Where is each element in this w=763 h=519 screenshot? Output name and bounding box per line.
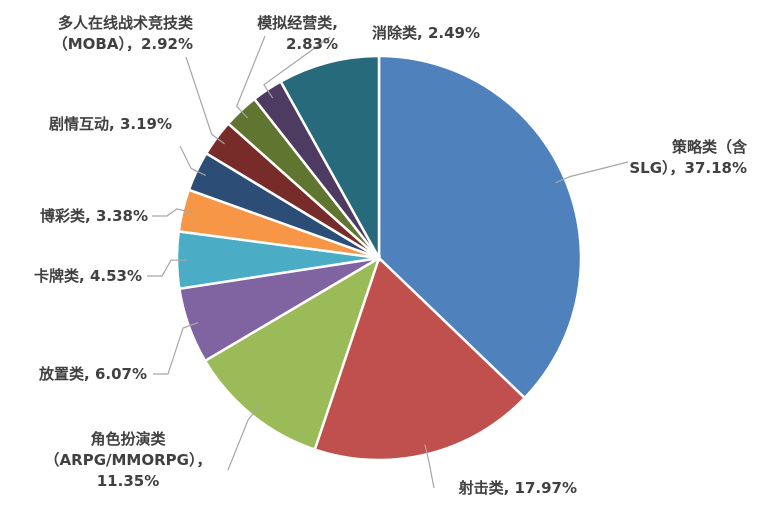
slice-labels: 策略类（含 SLG），37.18% 射击类, 17.97% 角色扮演类 （ARPG/MM…: [34, 14, 748, 497]
slice-label: 模拟经营类, 2.83%: [257, 14, 338, 53]
leader-line: [263, 36, 331, 99]
slice-label-line: 2.83%: [286, 35, 338, 53]
slice-label-line: 模拟经营类,: [257, 14, 338, 32]
leader-line: [236, 35, 266, 119]
leader-line: [555, 161, 629, 184]
slice-label-line: 射击类, 17.97%: [458, 479, 577, 497]
leader-line: [185, 56, 225, 145]
slice-label: 策略类（含 SLG），37.18%: [629, 138, 748, 177]
slice-label-line: 角色扮演类: [90, 430, 166, 448]
slice-label-line: 策略类（含: [671, 138, 748, 156]
leader-line: [152, 208, 193, 217]
leader-line: [179, 145, 206, 176]
slice-label: 角色扮演类 （ARPG/MMORPG）， 11.35%: [45, 430, 212, 490]
slice-label: 放置类, 6.07%: [38, 365, 147, 383]
slice-label-line: 放置类, 6.07%: [38, 365, 147, 383]
leader-line: [424, 444, 435, 489]
slice-label: 射击类, 17.97%: [458, 479, 577, 497]
slice-label: 卡牌类, 4.53%: [34, 267, 142, 285]
slice-label-line: 11.35%: [97, 472, 159, 490]
slice-label-line: 卡牌类, 4.53%: [34, 267, 142, 285]
slice-label-line: 博彩类, 3.38%: [40, 207, 148, 225]
pie-slice: [278, 54, 381, 263]
slice-label: 消除类, 2.49%: [372, 24, 480, 42]
pie-slices: [175, 54, 583, 462]
slice-label: 博彩类, 3.38%: [40, 207, 148, 225]
slice-label-line: （ARPG/MMORPG），: [45, 451, 212, 469]
leader-lines: [147, 35, 629, 489]
slice-label-line: 多人在线战术竞技类: [58, 14, 194, 32]
slice-label-line: （MOBA），2.92%: [53, 35, 193, 53]
slice-label: 多人在线战术竞技类 （MOBA），2.92%: [53, 14, 194, 53]
leader-line: [153, 322, 199, 375]
leader-line: [227, 406, 259, 471]
slice-label: 剧情互动, 3.19%: [49, 115, 172, 133]
slice-label-line: 剧情互动, 3.19%: [49, 115, 172, 133]
slice-label-line: 消除类, 2.49%: [372, 24, 480, 42]
leader-line: [147, 259, 188, 277]
slice-label-line: SLG），37.18%: [629, 159, 747, 177]
